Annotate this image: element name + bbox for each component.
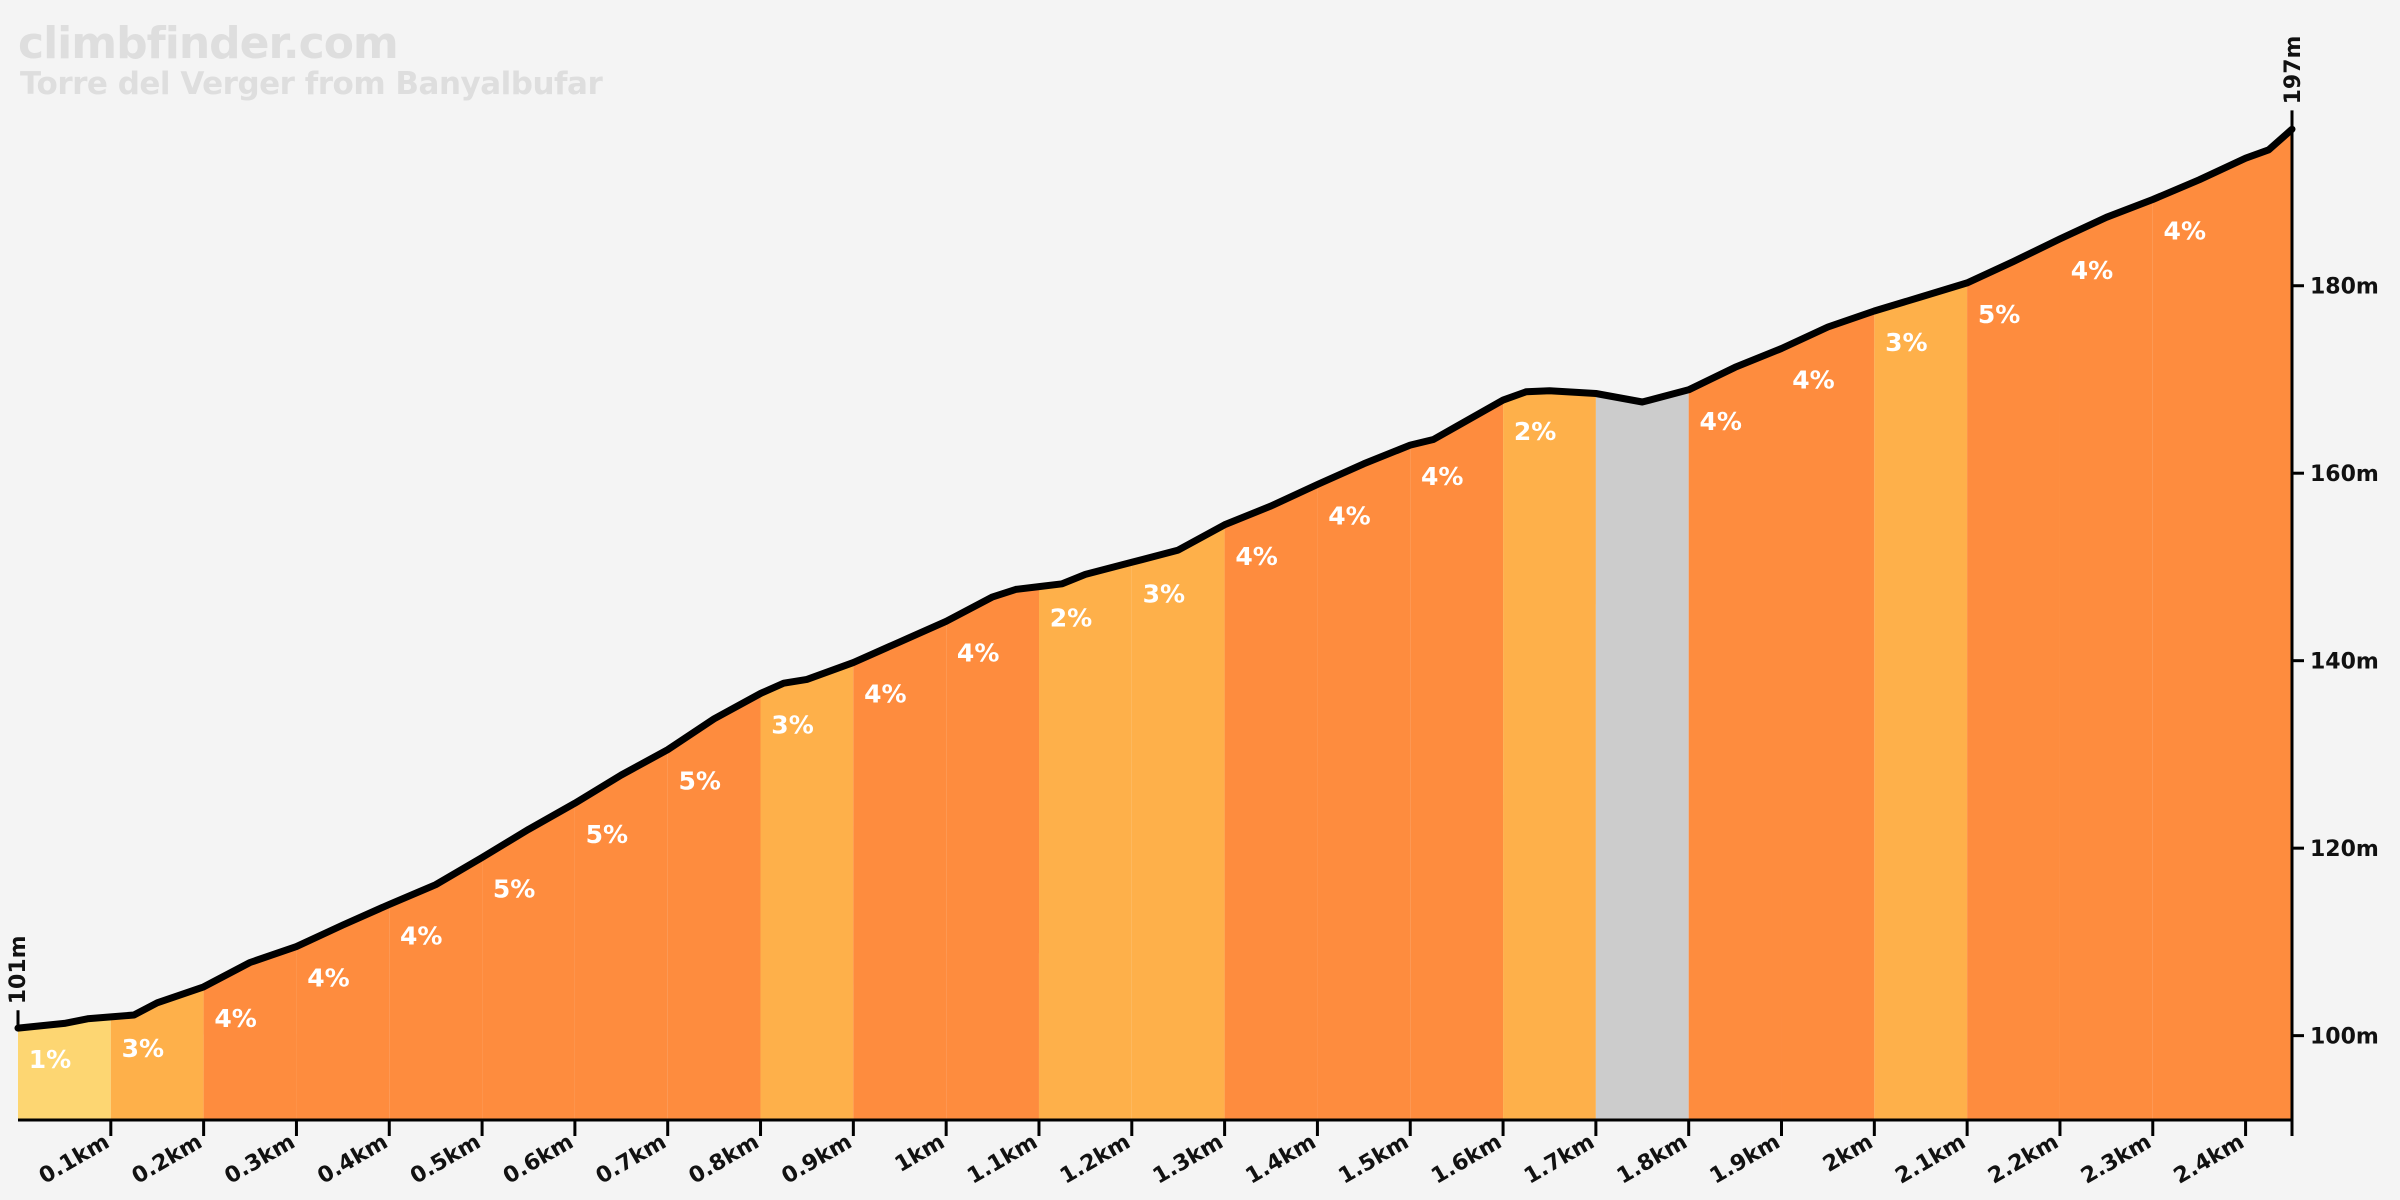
grade-segment-8 <box>667 693 761 1120</box>
x-tick-label-11: 1.1km <box>963 1130 1042 1190</box>
grade-segment-11 <box>946 586 1039 1120</box>
grade-labels: 1% 3% 4% 4% 4% 5% 5% 5% 3% 4% 4% 2% 3% 4% 4% 4% 2% 4% 4% 3%… <box>29 216 2206 1074</box>
grade-label-12: 2% <box>1050 604 1092 633</box>
grade-segment-6 <box>482 803 575 1120</box>
x-tick-label-4: 0.4km <box>313 1130 392 1190</box>
grade-label-5: 4% <box>400 921 442 950</box>
x-tick-label-16: 1.6km <box>1427 1130 1506 1190</box>
x-tick-label-3: 0.3km <box>221 1130 300 1190</box>
grade-label-9: 3% <box>771 710 813 739</box>
y-tick-label-2: 120m <box>2310 837 2379 862</box>
grade-label-20: 4% <box>1792 366 1834 395</box>
grade-segment-3 <box>203 946 297 1120</box>
grade-label-17: 2% <box>1514 417 1556 446</box>
grade-label-13: 3% <box>1143 579 1185 608</box>
grade-label-14: 4% <box>1235 542 1277 571</box>
x-tick-label-8: 0.8km <box>685 1130 764 1190</box>
x-tick-label-22: 2.2km <box>1984 1130 2063 1190</box>
x-tick-label-6: 0.6km <box>499 1130 578 1190</box>
grade-label-21: 3% <box>1885 328 1927 357</box>
grade-segment-22 <box>1967 238 2060 1120</box>
y-tick-label-3: 140m <box>2310 650 2379 675</box>
x-tick-label-18: 1.8km <box>1613 1130 1692 1190</box>
profile-line-group <box>14 125 2296 1032</box>
grade-segments <box>18 129 2292 1121</box>
x-tick-label-10: 1km <box>891 1130 949 1178</box>
grade-label-1: 1% <box>29 1045 71 1074</box>
grade-segment-13 <box>1131 524 1225 1120</box>
x-tick-label-24: 2.4km <box>2170 1130 2249 1190</box>
x-tick-label-14: 1.4km <box>1242 1130 1321 1190</box>
grade-segment-4 <box>296 904 390 1120</box>
x-tick-label-9: 0.9km <box>778 1130 857 1190</box>
y-tick-label-5: 180m <box>2310 275 2379 300</box>
grade-segment-14 <box>1224 484 1318 1120</box>
x-tick-label-12: 1.2km <box>1056 1130 1135 1190</box>
grade-label-8: 5% <box>678 767 720 796</box>
grade-label-4: 4% <box>307 964 349 993</box>
grade-segment-10 <box>853 621 947 1120</box>
x-tick-label-15: 1.5km <box>1334 1130 1413 1190</box>
grade-label-16: 4% <box>1421 462 1463 491</box>
grade-label-10: 4% <box>864 680 906 709</box>
y-tick-label-1: 100m <box>2310 1025 2379 1050</box>
grade-label-7: 5% <box>586 820 628 849</box>
grade-label-2: 3% <box>122 1034 164 1063</box>
grade-segment-16 <box>1410 400 1504 1121</box>
grade-label-11: 4% <box>957 638 999 667</box>
x-tick-label-20: 2km <box>1819 1130 1877 1178</box>
grade-segment-17 <box>1503 390 1596 1120</box>
x-tick-label-5: 0.5km <box>406 1130 485 1190</box>
grade-label-19: 4% <box>1699 407 1741 436</box>
grade-segment-5 <box>389 857 483 1120</box>
x-tick-label-7: 0.7km <box>592 1130 671 1190</box>
x-tick-label-21: 2.1km <box>1891 1130 1970 1190</box>
grade-segment-20 <box>1781 311 1875 1120</box>
grade-segment-18 <box>1595 389 1689 1120</box>
x-tick-label-19: 1.9km <box>1706 1130 1785 1190</box>
grade-segment-9 <box>760 662 854 1120</box>
y-tick-label-4: 160m <box>2310 462 2379 487</box>
grade-label-6: 5% <box>493 875 535 904</box>
grade-label-22: 5% <box>1978 300 2020 329</box>
x-tick-label-1: 0.1km <box>35 1130 114 1190</box>
profile-line <box>14 125 2296 1032</box>
x-tick-label-13: 1.3km <box>1149 1130 1228 1190</box>
grade-segment-15 <box>1317 445 1411 1121</box>
grade-segment-2 <box>110 986 204 1120</box>
grade-segment-23 <box>2059 199 2153 1120</box>
x-tick-label-17: 1.7km <box>1520 1130 1599 1190</box>
climb-name: Torre del Verger from Banyalbufar <box>20 66 603 102</box>
end-elevation-label: 197m <box>2281 36 2306 105</box>
grade-label-24: 4% <box>2164 216 2206 245</box>
grade-segment-21 <box>1874 282 1968 1120</box>
grade-segment-1 <box>18 1016 111 1120</box>
x-tick-label-23: 2.3km <box>2077 1130 2156 1190</box>
start-elevation-label: 101m <box>6 935 31 1004</box>
grade-segment-19 <box>1688 348 1782 1120</box>
x-tick-label-2: 0.2km <box>128 1130 207 1190</box>
brand-watermark: climbfinder.com <box>18 18 399 69</box>
grade-label-23: 4% <box>2071 256 2113 285</box>
grade-label-15: 4% <box>1328 501 1370 530</box>
grade-label-3: 4% <box>214 1004 256 1033</box>
grade-segment-12 <box>1038 562 1132 1120</box>
grade-segment-24 <box>2152 129 2292 1120</box>
grade-segment-7 <box>574 749 668 1120</box>
